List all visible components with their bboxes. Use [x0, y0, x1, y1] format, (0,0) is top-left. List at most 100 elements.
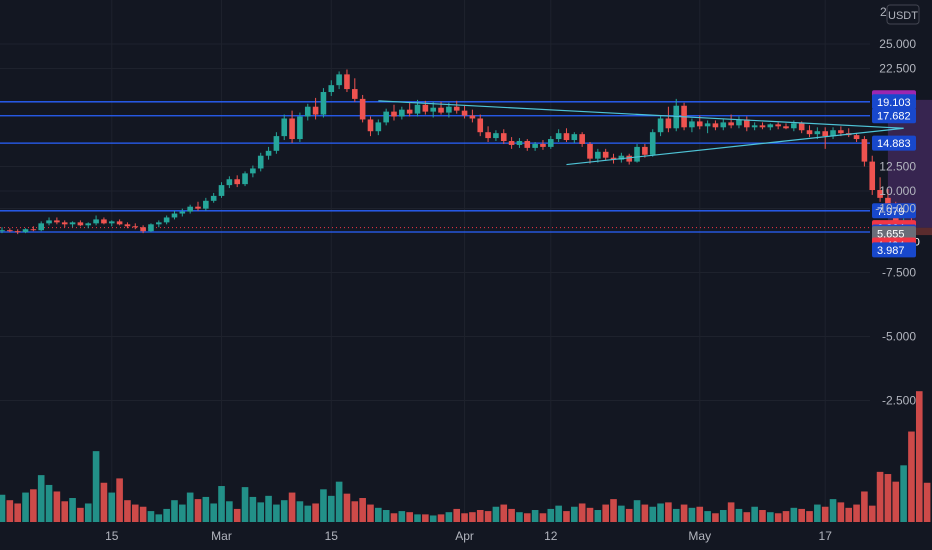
candle-body — [61, 222, 68, 225]
volume-bar — [312, 503, 319, 522]
volume-bar — [688, 507, 696, 522]
volume-bar — [814, 504, 821, 522]
currency-label: USDT — [888, 10, 918, 22]
volume-bar — [375, 507, 382, 522]
volume-bar — [265, 495, 272, 522]
triangle-pattern[interactable] — [378, 100, 904, 166]
candle-body — [203, 200, 209, 209]
candle-body — [101, 219, 107, 224]
volume-bar — [523, 513, 531, 522]
price-tick-label: 10.000 — [879, 184, 916, 198]
volume-bar — [908, 431, 915, 522]
candle-body — [218, 185, 225, 196]
price-tick-label: -2.500 — [882, 394, 916, 408]
candle-body — [759, 125, 766, 128]
candle-body — [822, 131, 828, 137]
candle-body — [853, 135, 860, 140]
candle-body — [532, 143, 538, 148]
candle-body — [634, 146, 640, 162]
volume-bar — [625, 508, 633, 522]
candle-body — [838, 130, 844, 134]
candle-body — [297, 116, 303, 140]
candle-body — [446, 106, 452, 113]
time-tick-label: May — [688, 529, 711, 543]
candle-body — [493, 133, 499, 139]
candle-body — [524, 141, 531, 148]
candle-body — [312, 106, 319, 115]
candle-body — [704, 123, 711, 127]
candle-body — [171, 213, 178, 218]
time-tick-label: Apr — [455, 529, 474, 543]
price-tag — [872, 135, 916, 151]
volume-bar — [257, 502, 265, 522]
price-tag-label: 7.979 — [877, 206, 905, 218]
candle-body — [359, 98, 366, 120]
candle-body — [665, 118, 672, 129]
volume-bar — [798, 508, 805, 522]
candle-body — [696, 121, 703, 127]
candle-body — [289, 118, 295, 140]
volume-bar — [837, 502, 845, 522]
volume-bar — [853, 504, 860, 522]
candle-body — [744, 119, 750, 128]
volume-bar — [751, 506, 758, 522]
triangle-line — [566, 127, 904, 166]
candle-body — [156, 222, 162, 225]
candle-body — [885, 197, 891, 207]
volume-bar — [547, 508, 555, 522]
volume-bar — [649, 506, 657, 522]
candle-body — [477, 118, 484, 133]
volume-bar — [414, 514, 421, 522]
time-tick-label: 15 — [325, 529, 339, 543]
volume-bar — [351, 501, 359, 522]
volume-bar — [774, 513, 782, 522]
volume-bar — [280, 500, 288, 522]
volume-bar — [116, 478, 123, 522]
volume-bar — [594, 510, 602, 522]
volume-bar — [163, 508, 170, 522]
volume-bar — [53, 491, 61, 522]
volume-bar — [923, 482, 931, 522]
price-tick-label: -10.000 — [875, 202, 916, 216]
candle-body — [877, 190, 883, 198]
volume-bar — [210, 503, 217, 522]
candle-body — [775, 124, 781, 127]
volume-bar — [194, 499, 202, 522]
volume-bar — [273, 504, 280, 522]
volume-bar — [390, 513, 398, 522]
price-tag-label: 17.682 — [877, 111, 911, 123]
candle-body — [892, 206, 899, 231]
candle-body — [602, 151, 609, 158]
volume-bar — [100, 482, 108, 522]
volume-bar — [69, 498, 76, 522]
volume-bar — [124, 500, 131, 522]
volume-bar — [139, 506, 147, 522]
candle-body — [336, 74, 342, 86]
candle-body — [210, 195, 217, 201]
currency-badge[interactable] — [886, 4, 920, 25]
volume-bar — [249, 496, 257, 522]
volume-bar — [22, 492, 29, 522]
time-tick-label: Mar — [211, 529, 232, 543]
volume-bar — [672, 508, 680, 522]
candle-body — [273, 136, 280, 151]
volume-bar — [343, 493, 351, 522]
volume-bar — [45, 484, 53, 522]
candle-body — [399, 109, 405, 117]
candle-body — [257, 155, 264, 169]
volume-bar — [288, 492, 296, 522]
volume-bar — [367, 504, 374, 522]
time-axis[interactable]: 15Mar15Apr12May17Jun14 — [105, 529, 932, 543]
volume-bar — [0, 494, 6, 522]
volume-bar — [320, 489, 327, 522]
price-axis[interactable]: 2 USDT 25.000 22.500 12.500 10.000 -2.500 -5.… — [875, 4, 920, 408]
volume-bar — [712, 513, 719, 522]
candle-body — [234, 179, 240, 185]
volume-bar — [602, 504, 609, 522]
price-tag-label: 14.883 — [877, 138, 911, 150]
price-axis-tags: 19.51219.10317.68214.8837.9796.26415:21:… — [872, 90, 920, 258]
candle-body — [7, 230, 13, 232]
time-tick-label: 15 — [105, 529, 119, 543]
